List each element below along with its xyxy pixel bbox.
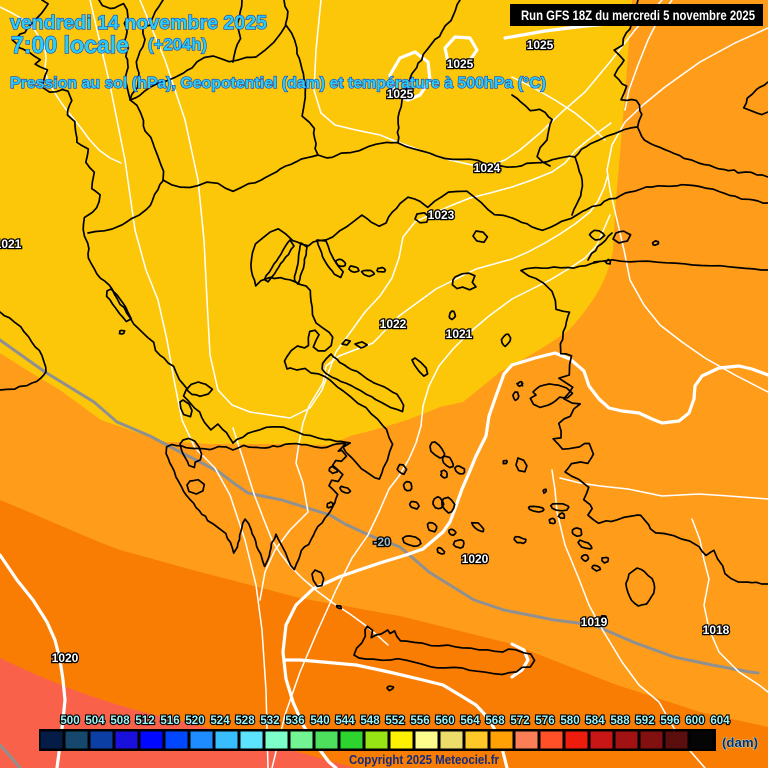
svg-text:vendredi 14 novembre 2025: vendredi 14 novembre 2025 bbox=[10, 12, 267, 34]
svg-text:532: 532 bbox=[260, 715, 279, 727]
svg-text:600: 600 bbox=[685, 715, 704, 727]
svg-text:504: 504 bbox=[85, 715, 105, 727]
svg-text:Run GFS 18Z du mercredi 5 nove: Run GFS 18Z du mercredi 5 novembre 2025 bbox=[521, 7, 755, 23]
svg-text:596: 596 bbox=[660, 715, 679, 727]
svg-text:1023: 1023 bbox=[428, 208, 455, 222]
svg-text:Pression au sol (hPa), Geopote: Pression au sol (hPa), Geopotentiel (dam… bbox=[10, 75, 546, 92]
svg-text:1025: 1025 bbox=[527, 38, 554, 52]
svg-text:576: 576 bbox=[535, 715, 554, 727]
svg-text:-20: -20 bbox=[373, 535, 391, 549]
svg-text:1021: 1021 bbox=[0, 237, 22, 251]
svg-text:540: 540 bbox=[310, 715, 329, 727]
svg-text:556: 556 bbox=[410, 715, 429, 727]
svg-text:520: 520 bbox=[185, 715, 204, 727]
svg-text:548: 548 bbox=[360, 715, 380, 727]
svg-text:(+204h): (+204h) bbox=[148, 35, 207, 54]
svg-text:(dam): (dam) bbox=[722, 735, 758, 750]
svg-text:572: 572 bbox=[510, 715, 529, 727]
svg-text:1025: 1025 bbox=[447, 57, 474, 71]
svg-text:508: 508 bbox=[110, 715, 130, 727]
svg-text:1025: 1025 bbox=[387, 87, 414, 101]
svg-text:536: 536 bbox=[285, 715, 304, 727]
svg-text:604: 604 bbox=[710, 715, 730, 727]
svg-text:1018: 1018 bbox=[703, 623, 730, 637]
svg-text:528: 528 bbox=[235, 715, 255, 727]
svg-text:564: 564 bbox=[460, 715, 480, 727]
svg-text:512: 512 bbox=[135, 715, 154, 727]
svg-text:1020: 1020 bbox=[52, 651, 79, 665]
svg-text:580: 580 bbox=[560, 715, 579, 727]
svg-text:1022: 1022 bbox=[380, 317, 407, 331]
svg-text:1019: 1019 bbox=[581, 615, 608, 629]
svg-text:500: 500 bbox=[60, 715, 79, 727]
svg-text:1024: 1024 bbox=[474, 161, 501, 175]
svg-text:1021: 1021 bbox=[446, 327, 473, 341]
svg-text:544: 544 bbox=[335, 715, 355, 727]
svg-text:Copyright 2025 Meteociel.fr: Copyright 2025 Meteociel.fr bbox=[349, 752, 499, 767]
svg-text:584: 584 bbox=[585, 715, 605, 727]
svg-text:1020: 1020 bbox=[462, 552, 489, 566]
svg-text:524: 524 bbox=[210, 715, 230, 727]
svg-text:552: 552 bbox=[385, 715, 404, 727]
svg-text:7:00 locale: 7:00 locale bbox=[11, 32, 129, 59]
svg-text:588: 588 bbox=[610, 715, 630, 727]
svg-text:592: 592 bbox=[635, 715, 654, 727]
svg-text:560: 560 bbox=[435, 715, 454, 727]
svg-text:516: 516 bbox=[160, 715, 179, 727]
svg-text:568: 568 bbox=[485, 715, 505, 727]
